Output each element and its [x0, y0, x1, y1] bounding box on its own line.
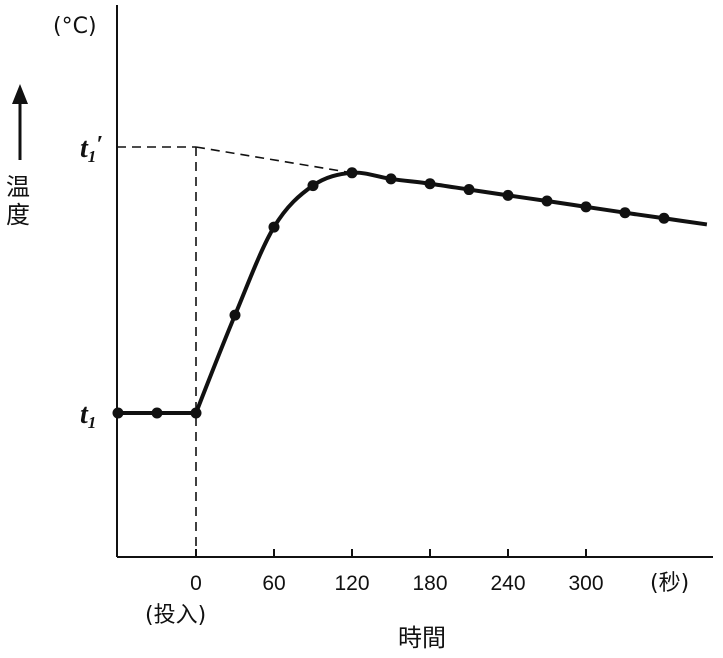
data-point	[619, 207, 631, 219]
x-zero-note: (投入)	[145, 603, 206, 628]
dashed-extrapolation	[195, 146, 353, 174]
series	[112, 167, 708, 419]
x-tick-label: 0	[190, 572, 202, 595]
data-point	[502, 189, 514, 201]
data-point	[541, 195, 553, 207]
x-tick-label: 240	[490, 572, 525, 595]
x-axis-label: 時間	[398, 624, 446, 652]
data-point	[151, 407, 163, 419]
data-point	[112, 407, 124, 419]
data-point	[229, 309, 241, 321]
data-point	[463, 184, 475, 196]
data-point	[307, 180, 319, 192]
y-tick-label-t1-prime: t1′	[80, 132, 103, 166]
x-tick-label: 180	[412, 572, 447, 595]
data-point	[424, 178, 436, 190]
x-tick-label: 60	[262, 572, 285, 595]
data-point	[385, 173, 397, 185]
y-tick-label-t1: t1	[80, 399, 96, 432]
data-point	[658, 212, 670, 224]
data-point	[346, 167, 358, 179]
x-unit-label: (秒)	[650, 571, 689, 596]
x-tick-labels: 0 60 120 180 240 300	[190, 549, 604, 595]
x-tick-label: 300	[568, 572, 603, 595]
series-line	[117, 170, 708, 416]
y-unit-label: (°C)	[53, 14, 97, 39]
data-point	[580, 201, 592, 213]
data-point	[268, 221, 280, 233]
dashed-guides	[117, 146, 353, 557]
y-axis-arrow	[12, 84, 28, 160]
x-tick-label: 120	[334, 572, 369, 595]
data-point	[190, 407, 202, 419]
y-axis-label: 温度	[6, 173, 30, 229]
